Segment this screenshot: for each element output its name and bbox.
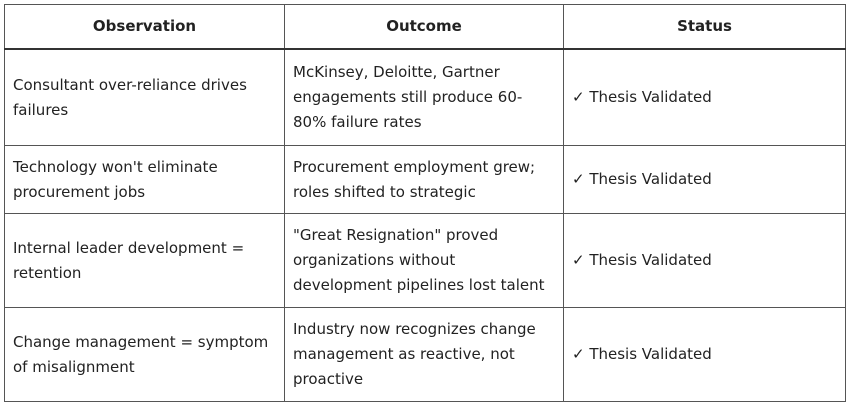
table-cell: "Great Resignation" proved organizations… [284,213,564,308]
table-cell: Procurement employment grew; roles shift… [284,145,564,214]
table-body: Consultant over-reliance drives failures… [4,48,846,402]
table: Observation Outcome Status Consultant over… [4,4,846,402]
table-row: Technology won't eliminate procurement j… [4,145,846,214]
table-row: Internal leader development = retention "… [4,213,846,308]
table-cell: Industry now recognizes change managemen… [284,307,564,402]
header-row: Observation Outcome Status [4,4,846,50]
table-cell: Consultant over-reliance drives failures [4,48,285,146]
table-cell: Change management = symptom of misalignm… [4,307,285,402]
table-cell: ✓ Thesis Validated [563,213,846,308]
table-cell: Technology won't eliminate procurement j… [4,145,285,214]
table-cell: Internal leader development = retention [4,213,285,308]
table-cell: ✓ Thesis Validated [563,48,846,146]
table-cell: ✓ Thesis Validated [563,145,846,214]
table-row: Consultant over-reliance drives failures… [4,48,846,146]
table-row: Change management = symptom of misalignm… [4,307,846,402]
table-cell: McKinsey, Deloitte, Gartner engagements … [284,48,564,146]
column-header: Observation [4,4,285,50]
column-header: Status [563,4,846,50]
table-cell: ✓ Thesis Validated [563,307,846,402]
column-header: Outcome [284,4,564,50]
